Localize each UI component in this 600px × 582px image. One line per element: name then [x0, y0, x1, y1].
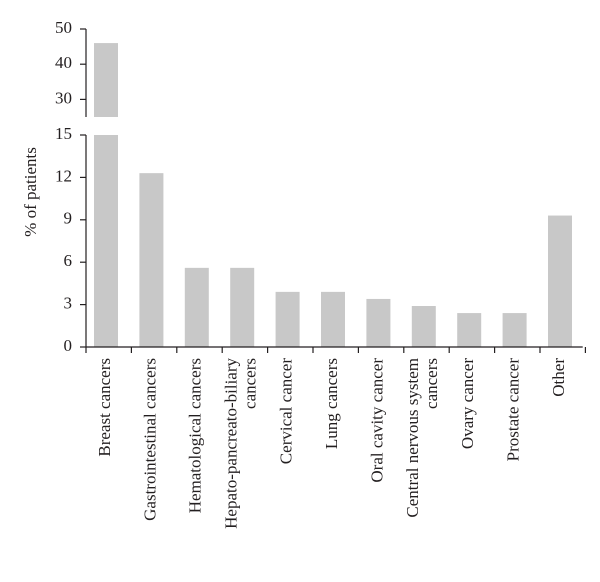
bar [411, 306, 436, 347]
x-tick-label: Hepato-pancreato-biliary [222, 358, 241, 529]
y-axis-title: % of patients [21, 147, 40, 237]
x-tick-label: cancers [422, 358, 441, 409]
x-axis: Breast cancers Gastrointestinal cancers He… [85, 346, 587, 529]
bar [275, 291, 300, 347]
bar [502, 313, 527, 347]
y-tick-label: 15 [55, 124, 72, 143]
x-tick-label: Ovary cancer [458, 358, 477, 449]
x-tick-label: Central nervous system [403, 358, 422, 518]
bar-lower-segment [94, 135, 118, 347]
y-tick-label: 0 [64, 336, 73, 355]
x-tick-label: Other [549, 358, 568, 397]
bar [548, 215, 572, 347]
x-tick-label: cancers [241, 358, 260, 409]
bar [457, 313, 482, 347]
bar [184, 267, 209, 347]
x-tick-label: Lung cancers [322, 358, 341, 449]
bar [230, 267, 255, 347]
bar [321, 291, 345, 347]
x-tick-label: Hematological cancers [186, 358, 205, 513]
y-tick-label: 12 [55, 166, 72, 185]
y-tick-label: 50 [55, 18, 72, 37]
y-tick-label: 40 [55, 53, 72, 72]
bar [366, 298, 391, 347]
y-tick-label: 30 [55, 88, 72, 107]
x-tick-label: Breast cancers [95, 358, 114, 457]
y-tick-label: 3 [64, 294, 73, 313]
y-tick-label: 9 [64, 209, 73, 228]
x-tick-label: Oral cavity cancer [367, 358, 386, 483]
bars-group [94, 43, 572, 347]
bar [139, 173, 164, 347]
x-tick-label: Cervical cancer [277, 358, 296, 465]
x-tick-label: Prostate cancer [504, 358, 523, 462]
x-tick-label: Gastrointestinal cancers [140, 358, 159, 521]
bar-upper-segment [94, 43, 118, 117]
y-tick-label: 6 [64, 251, 73, 270]
y-axis: 0 3 6 9 12 15 30 40 50 [55, 18, 87, 355]
